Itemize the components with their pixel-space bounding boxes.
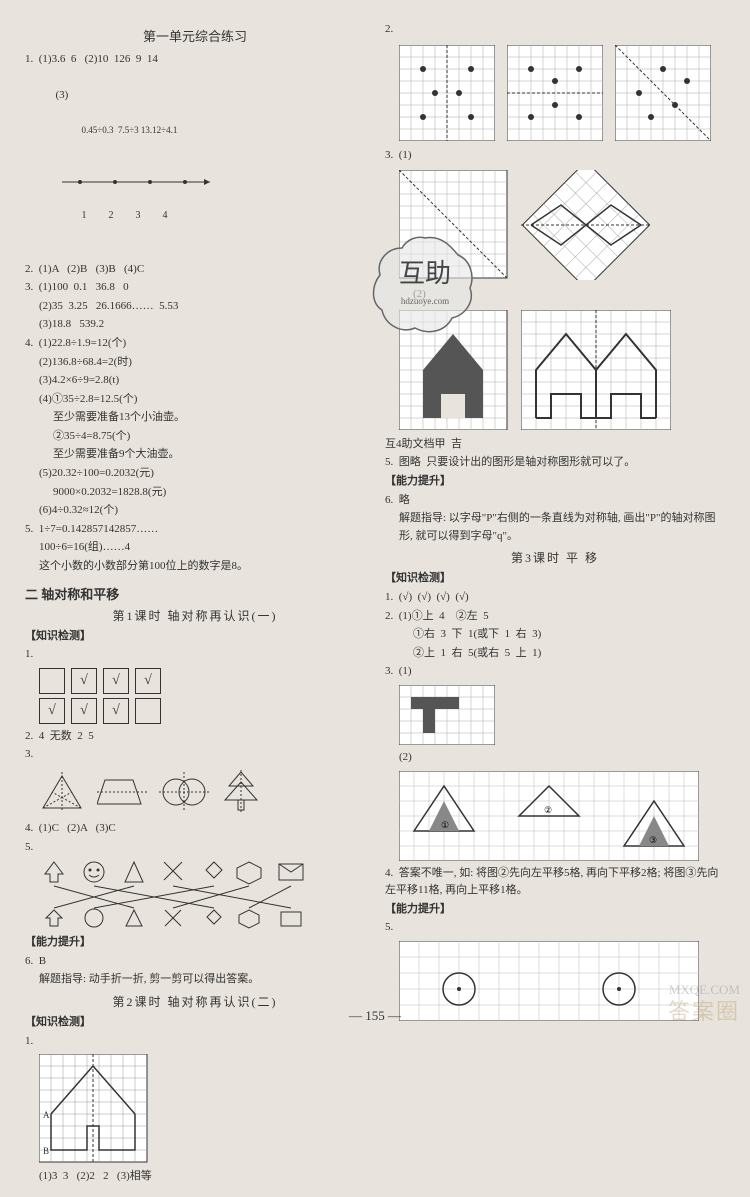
t-shape-icon bbox=[399, 685, 495, 745]
checkbox-row1: √ √ √ bbox=[39, 668, 365, 694]
q1-3-label: (3) bbox=[56, 89, 69, 101]
diamond-grid-icon bbox=[521, 170, 651, 280]
dot-grid-3-icon bbox=[615, 45, 711, 141]
r-q2ca: 2. (1)①上 4 ②左 5 bbox=[385, 608, 725, 626]
checkbox bbox=[135, 698, 161, 724]
q4b: (2)136.8÷68.4=2(时) bbox=[25, 354, 365, 372]
checkbox: √ bbox=[71, 698, 97, 724]
q1-answers: (1)3 3 (2)2 2 (3)相等 bbox=[25, 1168, 365, 1186]
q2-sym: 2. 4 无数 2 5 bbox=[25, 728, 365, 746]
page-number: — 155 — bbox=[0, 1008, 750, 1024]
r-q5c: 5. bbox=[385, 919, 725, 937]
watermark-answer: 答案圈 bbox=[668, 994, 740, 1026]
r-q2: 2. bbox=[385, 21, 725, 39]
tree-symmetry-icon bbox=[221, 770, 261, 814]
r-q5: 5. 图略 只要设计出的图形是轴对称图形就可以了。 bbox=[385, 454, 725, 472]
q4j: (6)4÷0.32≈12(个) bbox=[25, 502, 365, 520]
q5-sym: 5. bbox=[25, 839, 365, 857]
svg-text:②: ② bbox=[544, 805, 552, 815]
matching-diagram bbox=[39, 860, 365, 930]
q4c: (3)4.2×6÷9=2.8(t) bbox=[25, 372, 365, 390]
dot-grid-2-icon bbox=[507, 45, 603, 141]
q4f: ②35÷4=8.75(个) bbox=[25, 428, 365, 446]
symmetry-shapes bbox=[39, 770, 365, 814]
q4g: 至少需要准备9个大油壶。 bbox=[25, 446, 365, 464]
q1-checkboxes-label: 1. bbox=[25, 646, 365, 664]
checkbox: √ bbox=[135, 668, 161, 694]
svg-text:①: ① bbox=[441, 820, 449, 830]
q4e: 至少需要准备13个小油壶。 bbox=[25, 409, 365, 427]
svg-text:A: A bbox=[43, 1110, 50, 1120]
r-q2cb: ①右 3 下 1(或下 1 右 3) bbox=[385, 626, 725, 644]
two-circles-icon bbox=[159, 772, 209, 812]
dot-grid-1-icon bbox=[399, 45, 495, 141]
q6-explain: 解题指导: 动手折一折, 剪一剪可以得出答案。 bbox=[25, 971, 365, 989]
r-nengli: 【能力提升】 bbox=[385, 473, 725, 491]
checkbox: √ bbox=[39, 698, 65, 724]
checkbox: √ bbox=[103, 668, 129, 694]
checkbox: √ bbox=[103, 698, 129, 724]
grid-house-figure: A B bbox=[39, 1054, 365, 1164]
r-q2cc: ②上 1 右 5(或右 5 上 1) bbox=[385, 645, 725, 663]
q1-line2: (3) 0.45÷0.3 7.5÷3 13.12÷4.1 1 2 3 4 bbox=[25, 70, 365, 260]
q5b: 100÷6=16(组)……4 bbox=[25, 539, 365, 557]
unit-title: 第一单元综合练习 bbox=[25, 26, 365, 45]
t-shape-grid bbox=[399, 685, 725, 745]
r-q4c: 4. 答案不唯一, 如: 将图②先向左平移5格, 再向下平移2格; 将图③先向左… bbox=[385, 865, 725, 900]
r-q3c: 3. (1) bbox=[385, 663, 725, 681]
numline-nums: 1 2 3 4 bbox=[82, 210, 169, 221]
r-q6-exp: 解题指导: 以字母"P"右侧的一条直线为对称轴, 画出"P"的轴对称图形, 就可… bbox=[385, 510, 725, 545]
r-q4-weird: 互4助文档甲 吉 bbox=[385, 436, 725, 454]
r-nengli2: 【能力提升】 bbox=[385, 901, 725, 919]
triangles-grid: ① ② ③ bbox=[399, 771, 725, 861]
grid-house-icon: A B bbox=[39, 1054, 149, 1164]
zhishi-heading: 【知识检测】 bbox=[25, 628, 365, 646]
r-q3: 3. (1) bbox=[385, 147, 725, 165]
checkbox bbox=[39, 668, 65, 694]
section2-title: 二 轴对称和平移 bbox=[25, 584, 365, 603]
triangle-symmetry-icon bbox=[39, 772, 85, 812]
q1-grid-label: 1. bbox=[25, 1033, 365, 1051]
nengli-heading: 【能力提升】 bbox=[25, 934, 365, 952]
trapezoid-symmetry-icon bbox=[97, 772, 147, 812]
numline-top: 0.45÷0.3 7.5÷3 13.12÷4.1 bbox=[82, 125, 178, 135]
q5a: 5. 1÷7=0.142857142857…… bbox=[25, 521, 365, 539]
checkbox: √ bbox=[71, 668, 97, 694]
huzhu-stamp: 互助 hdzuoye.com bbox=[370, 230, 480, 340]
checkbox-row2: √ √ √ bbox=[39, 698, 365, 724]
q4d: (4)①35÷2.8=12.5(个) bbox=[25, 391, 365, 409]
q3c: (3)18.8 539.2 bbox=[25, 316, 365, 334]
number-line-icon bbox=[60, 175, 220, 189]
stamp-site: hdzuoye.com bbox=[401, 296, 449, 306]
lesson3-title: 第3课时 平 移 bbox=[385, 549, 725, 566]
large-house-grid-icon bbox=[521, 310, 671, 430]
svg-text:B: B bbox=[43, 1146, 49, 1156]
q4h: (5)20.32÷100=0.2032(元) bbox=[25, 465, 365, 483]
lesson1-title: 第1课时 轴对称再认识(一) bbox=[25, 607, 365, 624]
q3b: (2)35 3.25 26.1666…… 5.53 bbox=[25, 298, 365, 316]
q5c: 这个小数的小数部分第100位上的数字是8。 bbox=[25, 558, 365, 576]
svg-text:③: ③ bbox=[649, 835, 657, 845]
matching-icon bbox=[39, 860, 319, 930]
stamp-text: 互助 bbox=[399, 259, 451, 288]
translate-triangles-icon: ① ② ③ bbox=[399, 771, 699, 861]
q4-sym: 4. (1)C (2)A (3)C bbox=[25, 820, 365, 838]
q6: 6. B bbox=[25, 953, 365, 971]
r-q6: 6. 略 bbox=[385, 492, 725, 510]
dot-grid-figures bbox=[399, 45, 725, 141]
q2: 2. (1)A (2)B (3)B (4)C bbox=[25, 261, 365, 279]
r-q3c2: (2) bbox=[385, 749, 725, 767]
r-q1c: 1. (√) (√) (√) (√) bbox=[385, 589, 725, 607]
q3-sym: 3. bbox=[25, 746, 365, 764]
q1-line1: 1. (1)3.6 6 (2)10 126 9 14 bbox=[25, 51, 365, 69]
r-zhishi: 【知识检测】 bbox=[385, 570, 725, 588]
q4i: 9000×0.2032=1828.8(元) bbox=[25, 484, 365, 502]
q3a: 3. (1)100 0.1 36.8 0 bbox=[25, 279, 365, 297]
q4a: 4. (1)22.8÷1.9=12(个) bbox=[25, 335, 365, 353]
